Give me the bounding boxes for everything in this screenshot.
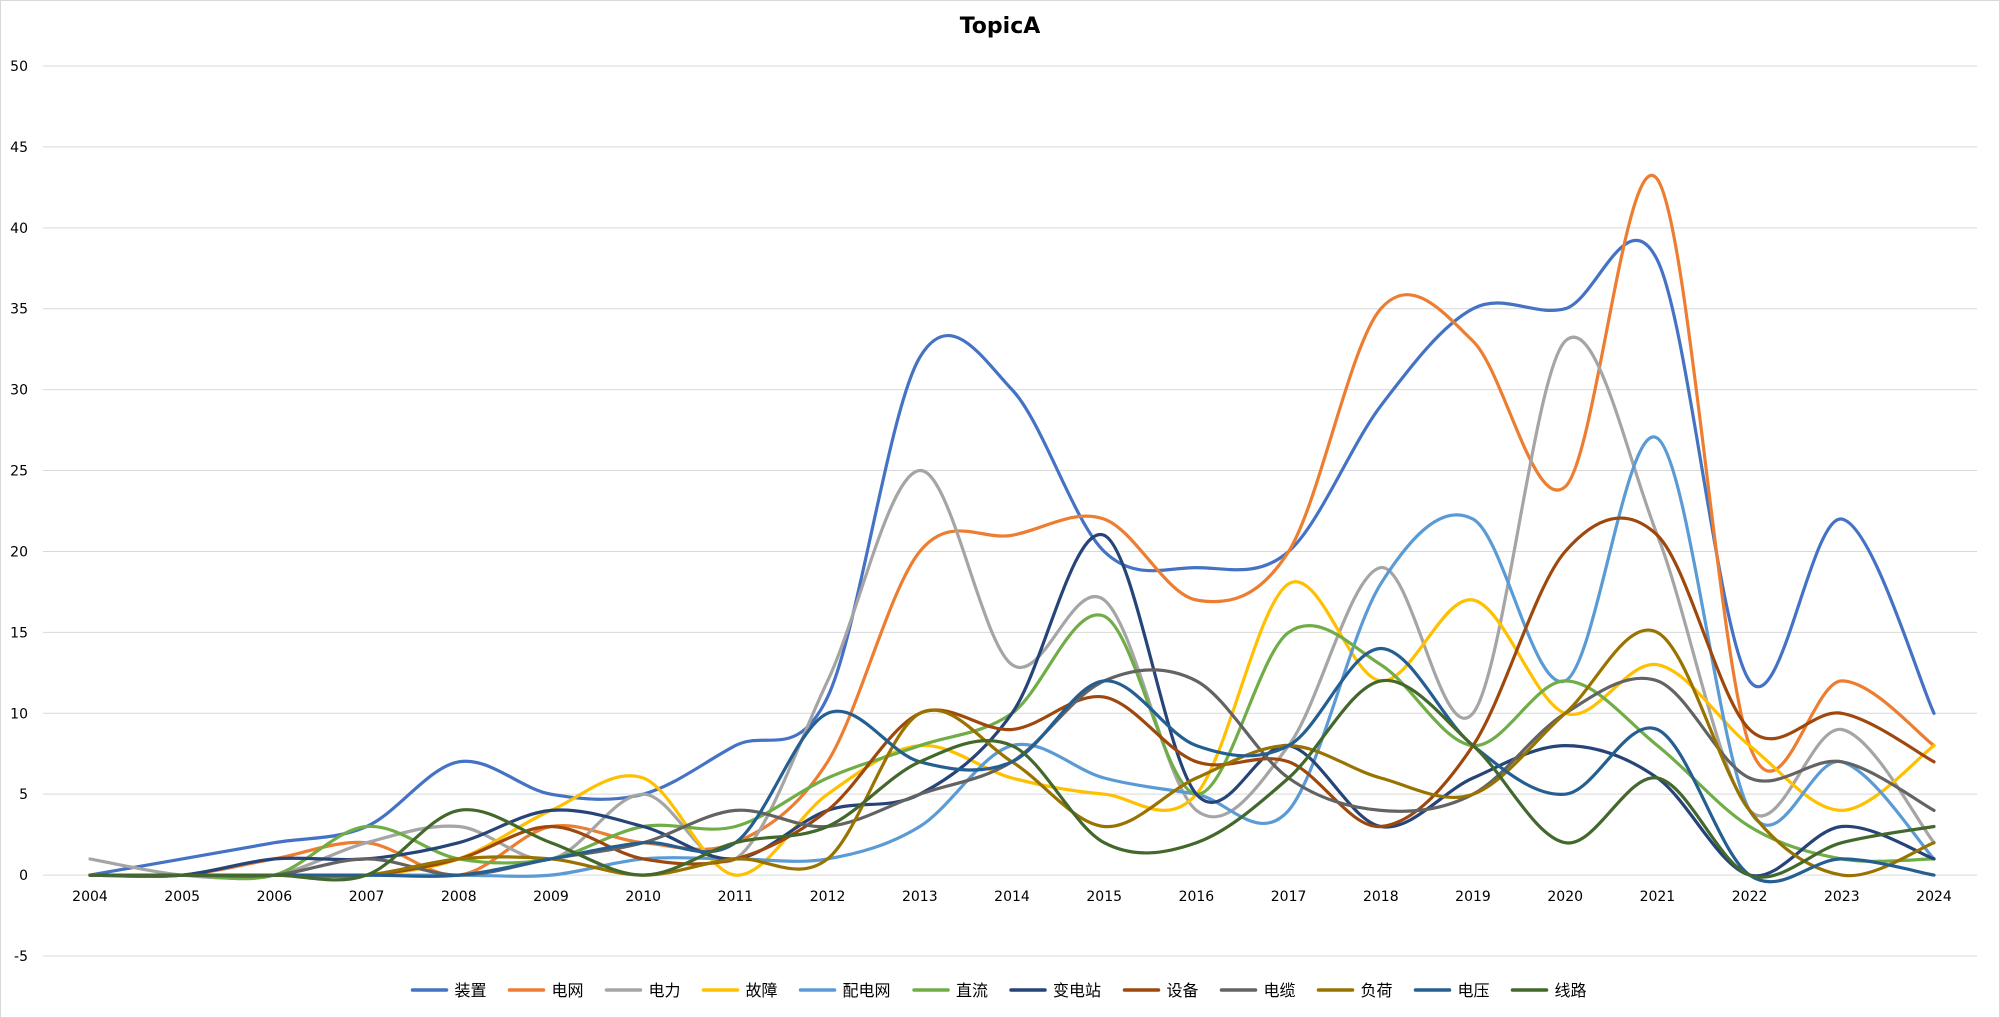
x-tick-label: 2009	[533, 889, 569, 905]
legend-item: 负荷	[1316, 981, 1393, 1000]
y-tick-label: 30	[10, 383, 28, 399]
series-line-1	[88, 239, 1936, 877]
legend-item: 故障	[701, 981, 778, 1000]
x-tick-label: 2004	[72, 889, 108, 905]
series-line-5	[88, 435, 1936, 878]
x-axis-ticks: 2004 2005 2006 2007 2008 2009 2010 2011 2012 2013…	[72, 889, 1952, 905]
legend-item: 电缆	[1219, 981, 1296, 1000]
x-tick-label: 2023	[1824, 889, 1860, 905]
y-tick-label: 15	[10, 625, 28, 641]
legend: 装置 电网 电力 故障 配电网 直流 变电站 设备 电缆 负荷 电压 线路	[410, 981, 1587, 1000]
legend-label: 装置	[455, 981, 487, 1000]
y-tick-label: 50	[10, 59, 28, 75]
x-tick-label: 2022	[1732, 889, 1768, 905]
legend-label: 线路	[1555, 981, 1587, 1000]
legend-label: 直流	[956, 981, 988, 1000]
legend-label: 设备	[1167, 981, 1199, 1000]
legend-item: 配电网	[798, 981, 891, 1000]
legend-item: 直流	[912, 981, 988, 1000]
x-tick-label: 2014	[994, 889, 1030, 905]
series-line-3	[88, 335, 1936, 880]
series-line-10	[88, 628, 1936, 878]
legend-label: 电压	[1458, 981, 1490, 1000]
legend-item: 电压	[1413, 981, 1490, 1000]
x-tick-label: 2019	[1455, 889, 1491, 905]
series-line-7	[88, 533, 1936, 878]
x-tick-label: 2016	[1179, 889, 1215, 905]
legend-item: 装置	[410, 981, 487, 1000]
y-tick-label: 10	[10, 706, 28, 722]
x-tick-label: 2024	[1916, 889, 1952, 905]
legend-item: 电力	[604, 981, 681, 1000]
legend-label: 负荷	[1361, 981, 1393, 1000]
x-tick-label: 2015	[1086, 889, 1122, 905]
x-tick-label: 2020	[1547, 889, 1583, 905]
chart-title: TopicA	[959, 14, 1041, 39]
series-lines	[88, 173, 1936, 884]
x-tick-label: 2011	[718, 889, 754, 905]
y-tick-label: -5	[14, 949, 28, 965]
x-tick-label: 2021	[1640, 889, 1676, 905]
legend-label: 电缆	[1264, 981, 1296, 1000]
x-tick-label: 2017	[1271, 889, 1307, 905]
series-line-12	[88, 678, 1936, 882]
legend-label: 电力	[649, 981, 681, 1000]
x-tick-label: 2005	[164, 889, 200, 905]
y-axis-ticks: -5 0 5 10 15 20 25 30 35 40 45 50	[10, 59, 28, 965]
y-tick-label: 35	[10, 302, 28, 318]
x-tick-label: 2007	[349, 889, 385, 905]
legend-item: 变电站	[1009, 981, 1101, 1000]
series-line-11	[88, 646, 1936, 884]
series-line-6	[88, 613, 1936, 881]
y-tick-label: 0	[19, 868, 28, 884]
x-tick-label: 2018	[1363, 889, 1399, 905]
legend-label: 配电网	[843, 981, 891, 1000]
y-tick-label: 25	[10, 464, 28, 480]
y-tick-label: 45	[10, 140, 28, 156]
x-tick-label: 2010	[625, 889, 661, 905]
x-tick-label: 2008	[441, 889, 477, 905]
y-tick-label: 5	[19, 787, 28, 803]
gridlines	[43, 65, 1977, 957]
legend-item: 电网	[507, 981, 584, 1000]
legend-label: 变电站	[1053, 981, 1101, 1000]
y-tick-label: 40	[10, 221, 28, 237]
x-tick-label: 2013	[902, 889, 938, 905]
legend-label: 故障	[746, 981, 778, 1000]
x-tick-label: 2006	[257, 889, 293, 905]
x-tick-label: 2012	[810, 889, 846, 905]
legend-label: 电网	[552, 981, 584, 1000]
y-tick-label: 20	[10, 544, 28, 560]
series-line-2	[88, 173, 1936, 878]
series-line-9	[88, 668, 1936, 878]
legend-item: 线路	[1510, 981, 1587, 1000]
legend-item: 设备	[1122, 981, 1199, 1000]
series-line-8	[88, 516, 1936, 878]
